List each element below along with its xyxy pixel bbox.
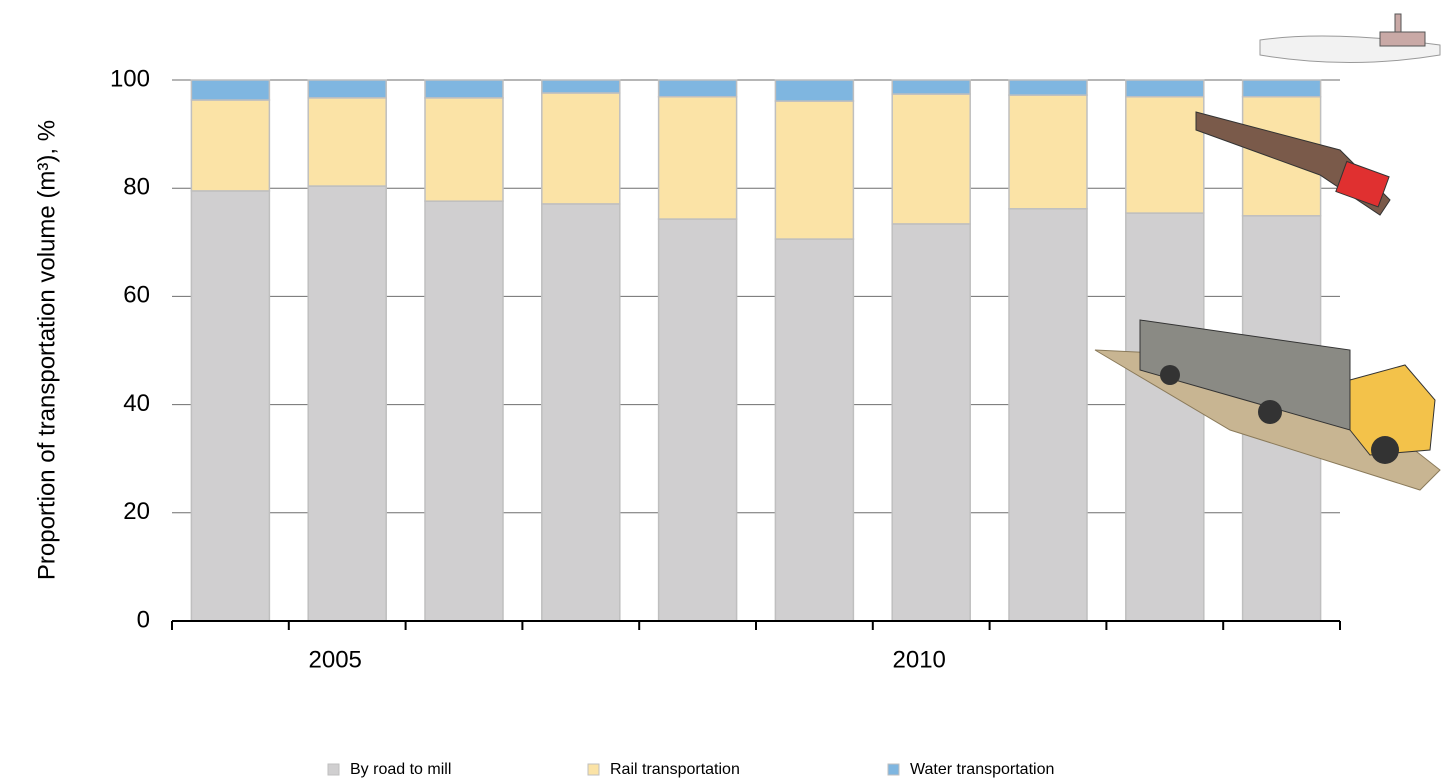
bar-segment (891, 93, 971, 225)
train-illustration (1195, 111, 1391, 216)
legend-swatch (587, 763, 600, 776)
bar-segment (657, 79, 738, 98)
legend-swatch (327, 763, 340, 776)
bar-segment (1125, 96, 1205, 214)
plot-area: 0 20 40 60 80 100 2005 2010 By road to mill Rail … (110, 65, 1341, 778)
y-axis-label: Proportion of transportation volume (m³)… (33, 120, 60, 580)
bar-segment (424, 79, 504, 99)
bar-segment (657, 96, 738, 220)
bar-segment (307, 79, 387, 99)
bar-segment (307, 97, 387, 187)
bar-segment (1008, 79, 1088, 96)
bar-segment (657, 218, 738, 622)
y-tick-label: 60 (123, 282, 150, 309)
ship-illustration (1259, 13, 1441, 63)
bar-segment (190, 79, 271, 101)
x-tick-label: 2010 (893, 646, 946, 673)
legend-label: Rail transportation (610, 761, 740, 778)
legend-label: Water transportation (910, 761, 1054, 778)
bar-segment (541, 92, 621, 205)
bar-segment (774, 238, 855, 622)
y-tick-label: 20 (123, 498, 150, 525)
bar-segment (424, 200, 504, 622)
bar-segment (1125, 212, 1205, 622)
bar-segment (774, 100, 855, 240)
y-tick-label: 100 (110, 65, 150, 92)
bar-segment (541, 203, 621, 622)
legend-label: By road to mill (350, 761, 451, 778)
y-tick-label: 0 (137, 606, 150, 633)
y-tick-label: 40 (123, 390, 150, 417)
bar-segment (307, 185, 387, 622)
truck-illustration (1094, 319, 1441, 491)
bar-segment (190, 99, 271, 192)
bar-segment (541, 79, 621, 94)
bar-segment (891, 79, 971, 95)
legend-swatch (887, 763, 900, 776)
y-tick-label: 80 (123, 174, 150, 201)
bar-segment (774, 79, 855, 102)
bar-segment (190, 190, 271, 622)
bar-segment (1008, 208, 1088, 622)
x-tick-label: 2005 (309, 646, 362, 673)
bar-segment (891, 223, 971, 622)
bar-segment (424, 97, 504, 202)
bar-segment (1008, 94, 1088, 210)
bar-segment (1125, 79, 1205, 98)
bar-segment (1241, 79, 1322, 98)
